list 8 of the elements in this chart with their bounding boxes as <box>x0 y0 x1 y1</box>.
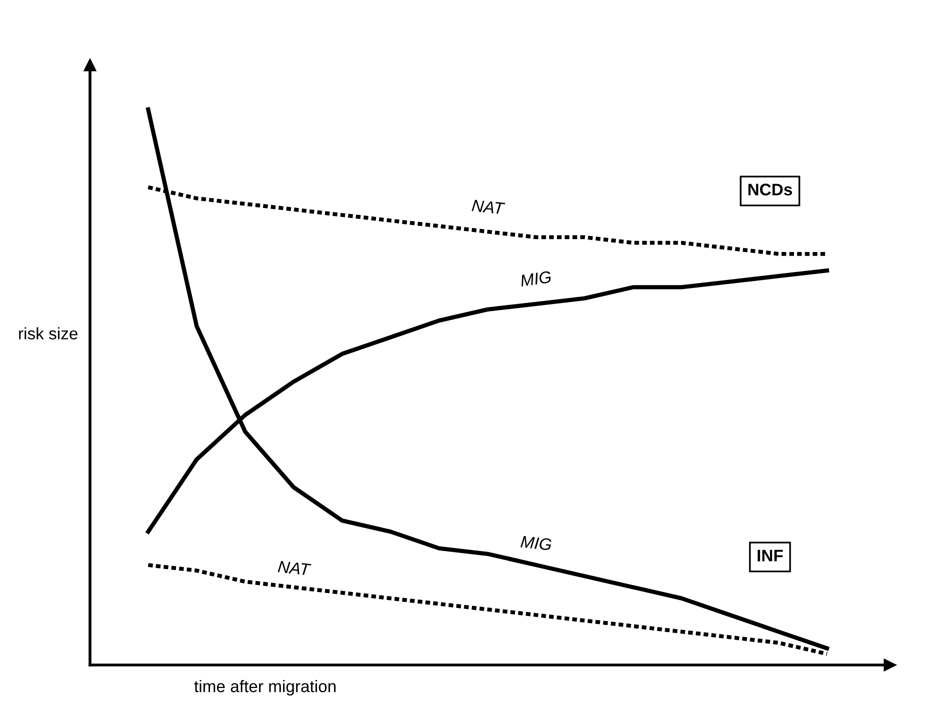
x-axis-title: time after migration <box>194 680 336 696</box>
text: MIG <box>520 270 552 287</box>
annotation: NCDs <box>748 184 792 196</box>
annotation: INF <box>758 550 783 562</box>
y-axis-title: risk size <box>19 327 78 340</box>
text: NAT <box>472 200 506 214</box>
text: MIG <box>520 536 552 551</box>
text: NAT <box>278 560 312 576</box>
